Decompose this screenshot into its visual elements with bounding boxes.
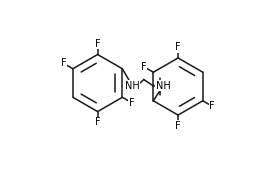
Text: F: F: [95, 39, 101, 49]
Text: F: F: [175, 42, 181, 52]
Text: NH: NH: [156, 81, 171, 91]
Text: F: F: [175, 121, 181, 131]
Text: F: F: [95, 117, 101, 128]
Text: F: F: [61, 58, 66, 68]
Text: F: F: [129, 98, 135, 108]
Text: NH: NH: [125, 81, 140, 91]
Text: F: F: [209, 101, 215, 111]
Text: F: F: [141, 62, 147, 72]
